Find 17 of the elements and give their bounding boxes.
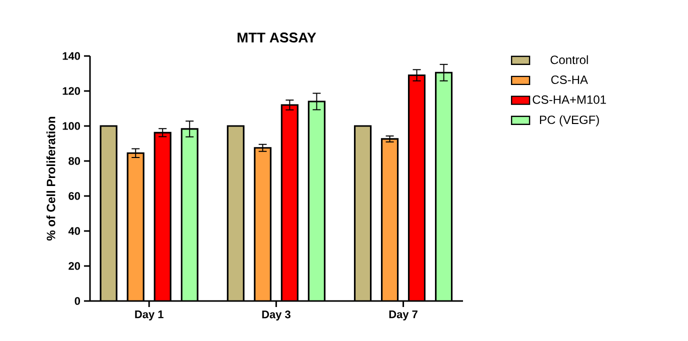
x-tick-label: Day 7 bbox=[389, 310, 418, 320]
x-tick-label: Day 3 bbox=[262, 310, 290, 320]
legend-label: PC (VEGF) bbox=[540, 115, 599, 126]
legend-label: CS-HA bbox=[551, 76, 588, 84]
y-axis-title: % of Cell Proliferation bbox=[46, 116, 56, 241]
legend-label: Control bbox=[550, 55, 588, 64]
y-tick-label: 120 bbox=[62, 87, 80, 95]
y-tick-label: 140 bbox=[62, 52, 80, 60]
y-tick-label: 100 bbox=[62, 122, 80, 130]
chart-title: MTT ASSAY bbox=[238, 32, 316, 42]
y-tick-label: 80 bbox=[68, 157, 80, 165]
y-tick-label: 60 bbox=[68, 192, 80, 200]
x-tick-label: Day 1 bbox=[135, 310, 164, 320]
y-tick-label: 20 bbox=[68, 262, 80, 270]
y-tick-label: 0 bbox=[74, 297, 80, 305]
y-tick-label: 40 bbox=[68, 227, 80, 235]
legend-label: CS-HA+M101 bbox=[532, 95, 606, 104]
